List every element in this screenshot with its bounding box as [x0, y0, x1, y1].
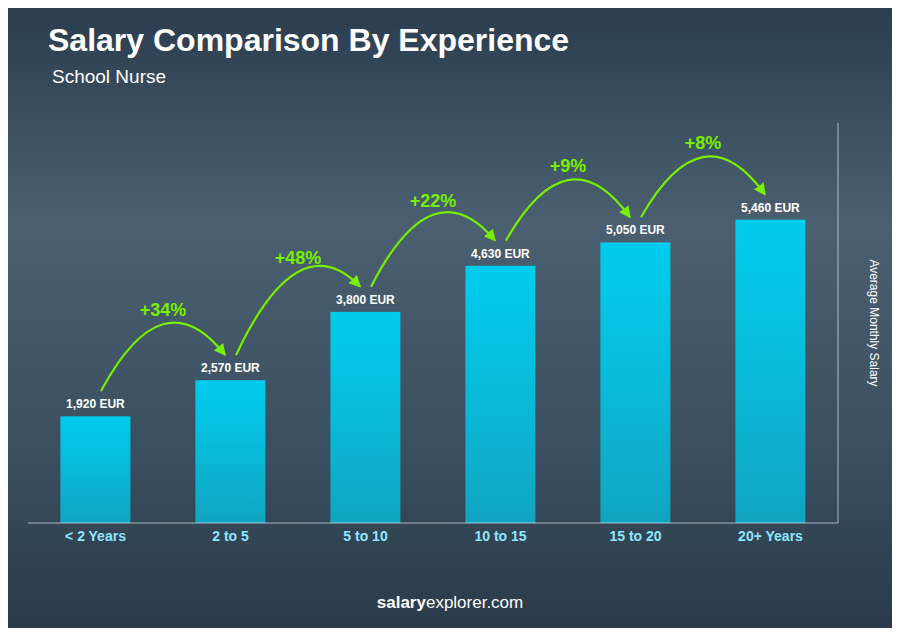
html-text:salary explorer.com: salary explorer.com [376, 593, 524, 612]
svg-text:5,050 EUR: 5,050 EUR [606, 223, 665, 237]
svg-text:2 to 5: 2 to 5 [212, 528, 249, 544]
svg-text:3,800 EUR: 3,800 EUR [336, 293, 395, 307]
svg-text:+34%: +34% [140, 300, 187, 320]
html-text:Salary Comparison By Experienc: Salary Comparison By Experience [48, 22, 570, 58]
svg-text:+22%: +22% [410, 191, 457, 211]
svg-text:5,460 EUR: 5,460 EUR [741, 201, 800, 215]
svg-text:< 2 Years: < 2 Years [65, 528, 126, 544]
svg-text:+9%: +9% [550, 156, 587, 176]
svg-text:+8%: +8% [685, 133, 722, 153]
svg-text:1,920 EUR: 1,920 EUR [66, 397, 125, 411]
svg-text:2,570 EUR: 2,570 EUR [201, 361, 260, 375]
svg-text:5 to 10: 5 to 10 [343, 528, 388, 544]
svg-text:+48%: +48% [275, 248, 322, 268]
html-text:Average Monthly Salary: Average Monthly Salary [867, 259, 881, 387]
svg-text:4,630 EUR: 4,630 EUR [471, 247, 530, 261]
svg-text:10 to 15: 10 to 15 [474, 528, 526, 544]
svg-text:15 to 20: 15 to 20 [609, 528, 661, 544]
html-text:School Nurse: School Nurse [52, 66, 167, 87]
svg-text:20+ Years: 20+ Years [738, 528, 803, 544]
